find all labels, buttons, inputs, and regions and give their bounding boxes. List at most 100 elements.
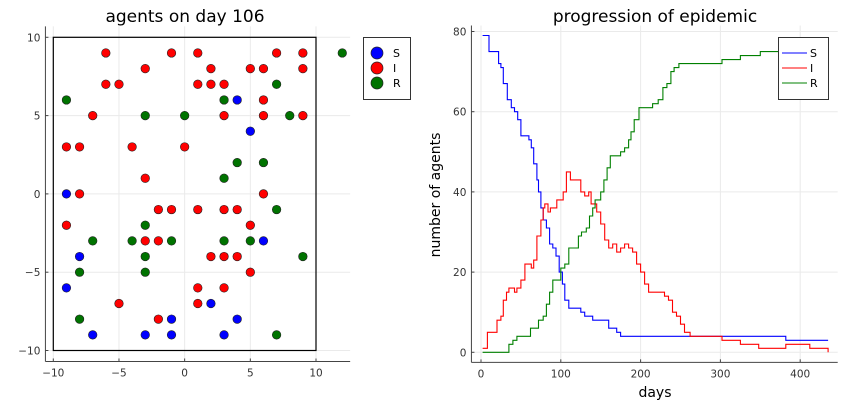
agent-point-i — [127, 142, 137, 152]
agent-point-s — [61, 283, 72, 293]
epidemic-line-chart: progression of epidemic 0 100 200 300 400 0 20… — [428, 7, 838, 400]
line-chart-series — [482, 34, 829, 353]
x-axis-label: days — [638, 385, 671, 400]
legend-label-r: R — [393, 77, 401, 90]
agent-point-r — [298, 251, 308, 262]
agent-point-i — [180, 142, 190, 152]
agent-point-i — [153, 314, 163, 324]
y-tick-label: 0 — [34, 189, 41, 201]
agent-point-i — [258, 64, 269, 74]
agent-point-i — [258, 95, 269, 105]
agent-point-i — [88, 110, 98, 121]
agent-point-i — [193, 79, 203, 89]
agent-point-i — [166, 204, 177, 215]
legend-marker-s — [370, 46, 384, 60]
x-tick-label: 0 — [181, 367, 188, 379]
agent-point-r — [337, 48, 347, 58]
agent-point-i — [206, 79, 216, 89]
agent-point-r — [232, 157, 242, 168]
agent-point-s — [140, 330, 150, 340]
scatter-points — [61, 48, 347, 340]
agent-point-s — [61, 189, 72, 199]
agent-point-i — [140, 64, 150, 74]
agent-point-s — [219, 330, 229, 340]
legend-label-s: S — [810, 47, 817, 60]
scatter-title: agents on day 106 — [105, 7, 264, 27]
legend-label-s: S — [393, 47, 400, 60]
agent-point-r — [166, 236, 177, 246]
x-tick-label: 300 — [710, 368, 730, 380]
agent-point-i — [193, 298, 203, 309]
agent-point-i — [219, 204, 229, 215]
agent-point-i — [206, 251, 216, 262]
agent-point-s — [206, 298, 216, 309]
series-line-s — [482, 34, 829, 341]
y-tick-label: 80 — [453, 27, 466, 39]
x-tick-label: 0 — [478, 368, 485, 380]
agent-point-r — [140, 220, 150, 230]
x-tick-label: 100 — [551, 368, 571, 380]
agent-point-s — [232, 314, 242, 324]
x-tick-label: 400 — [790, 368, 810, 380]
scatter-legend: S I R — [363, 37, 411, 100]
agent-point-i — [140, 173, 150, 183]
agent-point-i — [61, 220, 72, 230]
agent-point-r — [271, 330, 282, 340]
agent-point-i — [258, 189, 269, 199]
agent-point-i — [140, 236, 150, 246]
agent-point-i — [101, 79, 111, 89]
agent-point-i — [219, 283, 229, 293]
scatter-bounding-box — [52, 36, 317, 352]
agent-point-r — [271, 204, 282, 215]
legend-marker-i — [370, 61, 384, 75]
x-tick-label: −5 — [111, 367, 126, 379]
agent-point-i — [298, 110, 308, 121]
agent-point-i — [219, 110, 229, 121]
agent-point-i — [114, 79, 124, 89]
y-tick-label: 60 — [453, 107, 466, 119]
agent-point-i — [245, 64, 255, 74]
y-axis-label: number of agents — [428, 133, 444, 258]
agent-point-r — [74, 267, 85, 277]
y-tick-label: −5 — [25, 267, 40, 279]
agent-point-s — [88, 330, 98, 340]
agent-point-i — [114, 298, 124, 309]
x-tick-label: 200 — [631, 368, 651, 380]
agent-point-r — [245, 236, 255, 246]
agent-point-r — [127, 236, 137, 246]
line-chart-axes: 0 100 200 300 400 0 20 40 60 80 — [453, 25, 838, 380]
agent-point-r — [180, 110, 190, 121]
legend-label-i: I — [393, 62, 396, 75]
agent-point-i — [74, 142, 85, 152]
agent-point-i — [232, 251, 242, 262]
line-chart-title: progression of epidemic — [553, 7, 757, 27]
line-chart-grid — [471, 25, 838, 363]
agent-point-i — [245, 267, 255, 277]
agent-point-i — [271, 48, 282, 58]
agent-point-i — [101, 48, 111, 58]
agent-point-r — [285, 110, 295, 121]
agent-point-i — [61, 142, 72, 152]
y-tick-label: 40 — [453, 187, 466, 199]
agent-point-i — [298, 64, 308, 74]
agent-point-r — [258, 157, 269, 168]
scatter-axes: −10 −5 0 5 10 −10 −5 0 5 10 — [18, 26, 351, 379]
agent-point-i — [153, 236, 163, 246]
series-line-r — [482, 43, 829, 353]
series-line-i — [482, 171, 829, 353]
agent-point-s — [245, 126, 255, 136]
agent-point-i — [193, 283, 203, 293]
agent-point-i — [74, 189, 85, 199]
legend-marker-r — [370, 76, 384, 90]
x-tick-label: 10 — [309, 367, 322, 379]
y-tick-label: 10 — [27, 32, 40, 44]
x-tick-label: −10 — [42, 367, 64, 379]
agent-point-i — [166, 48, 177, 58]
scatter-grid — [45, 26, 351, 362]
agent-point-s — [166, 330, 177, 340]
agent-point-r — [140, 110, 150, 121]
agent-point-s — [166, 314, 177, 324]
agent-point-r — [88, 236, 98, 246]
agent-point-r — [219, 236, 229, 246]
